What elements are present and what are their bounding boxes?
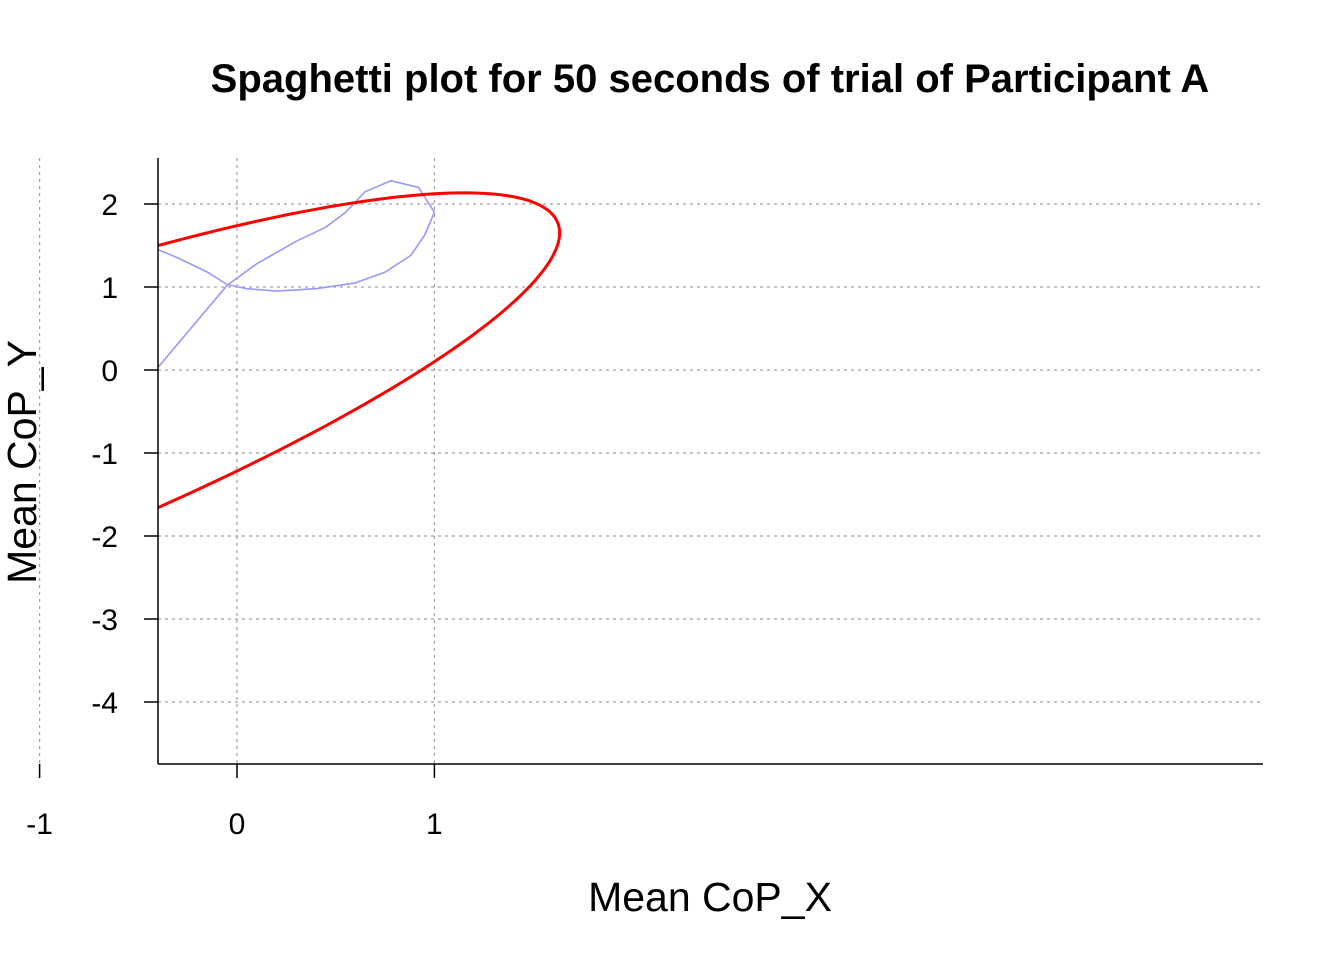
y-axis-ticks: -4 -3 -2 -1 0 1 2 bbox=[91, 189, 158, 720]
y-tick-label: -2 bbox=[91, 521, 118, 554]
gridlines bbox=[38, 158, 1263, 764]
x-tick-label: 1 bbox=[426, 808, 443, 841]
axes bbox=[157, 158, 1263, 765]
y-tick-label: -3 bbox=[91, 604, 118, 637]
y-tick-label: 2 bbox=[101, 189, 118, 222]
x-tick-label: -1 bbox=[26, 808, 53, 841]
x-axis-label: Mean CoP_X bbox=[588, 874, 832, 920]
x-tick-label: 0 bbox=[229, 808, 246, 841]
x-axis-ticks: -4-3-2-101 bbox=[26, 764, 443, 841]
y-tick-label: -1 bbox=[91, 438, 118, 471]
y-axis-label: Mean CoP_Y bbox=[0, 340, 45, 584]
y-tick-label: 0 bbox=[101, 355, 118, 388]
plot-area bbox=[158, 180, 562, 510]
y-tick-label: -4 bbox=[91, 687, 118, 720]
y-tick-label: 1 bbox=[101, 272, 118, 305]
chart-title: Spaghetti plot for 50 seconds of trial o… bbox=[211, 57, 1210, 101]
confidence-ellipse bbox=[158, 191, 562, 510]
trajectory-line bbox=[158, 180, 436, 369]
